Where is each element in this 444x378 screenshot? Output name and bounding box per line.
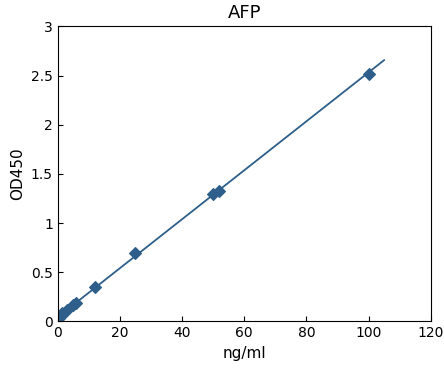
X-axis label: ng/ml: ng/ml: [222, 346, 266, 361]
Y-axis label: OD450: OD450: [10, 147, 25, 200]
Title: AFP: AFP: [227, 4, 261, 22]
